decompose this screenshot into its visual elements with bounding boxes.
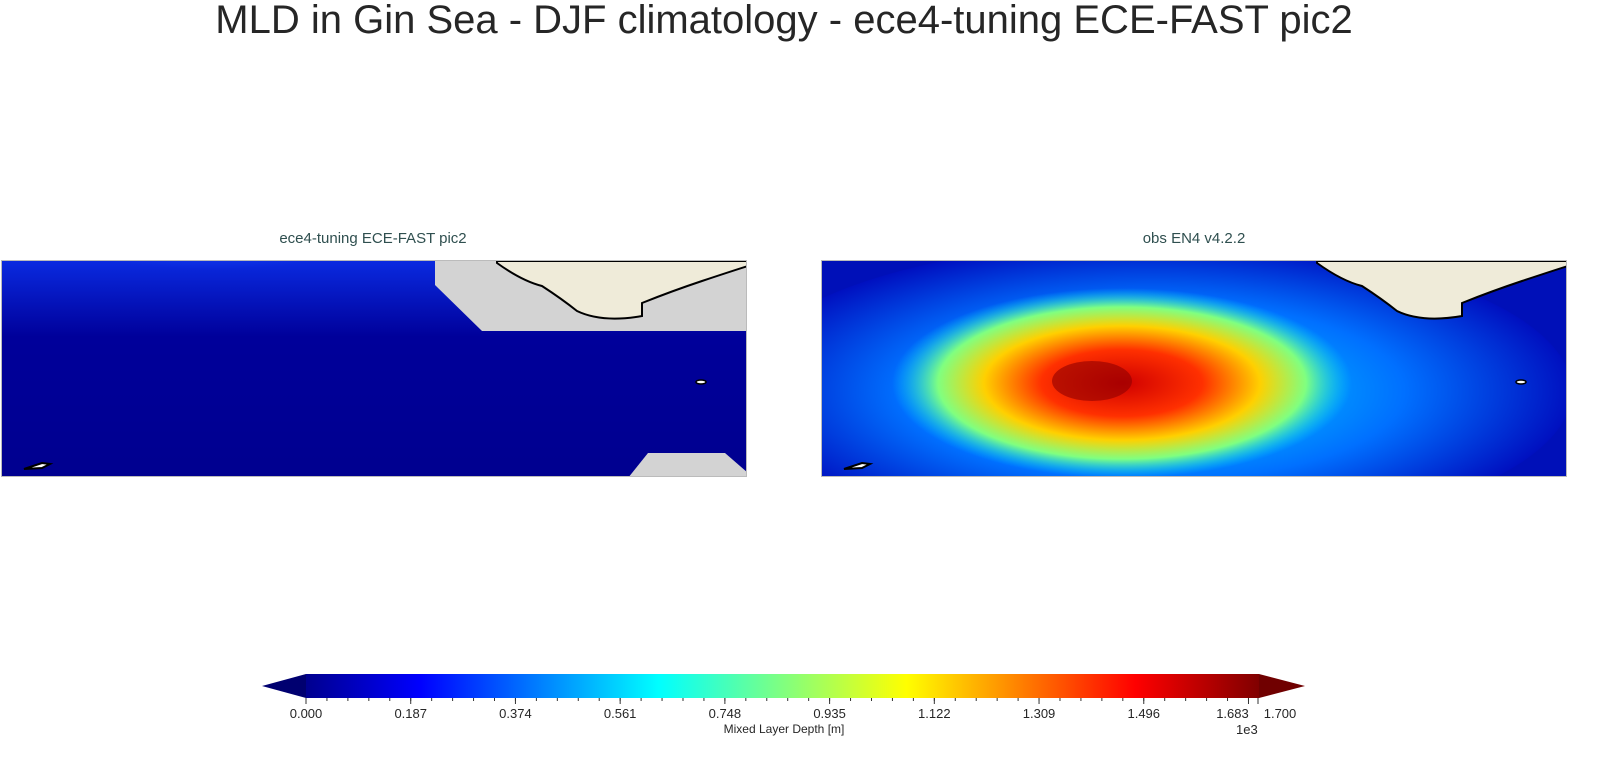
- data-mark-max: [1052, 361, 1132, 401]
- colorbar-tick-label: 0.561: [603, 706, 637, 721]
- figure-title: MLD in Gin Sea - DJF climatology - ece4-…: [215, 0, 1353, 42]
- colorbar-exponent: 1e3: [1236, 722, 1258, 737]
- colorbar-tick-label: 1.700: [1263, 706, 1297, 721]
- obs-field: [822, 261, 1566, 476]
- colorbar-extend-min: [262, 674, 306, 698]
- coastline-iceland: [843, 461, 874, 470]
- colorbar-tick-label: 1.122: [918, 706, 951, 721]
- colorbar-label: Mixed Layer Depth [m]: [723, 722, 845, 736]
- island-jan-mayen: [1515, 379, 1527, 385]
- colorbar-tick-label: 1.683: [1216, 706, 1249, 721]
- colorbar-tick-label: 1.496: [1127, 706, 1161, 721]
- colorbar-tick-label: 0.935: [813, 706, 846, 721]
- colorbar-tick-label: 0.187: [394, 706, 427, 721]
- obs-map: [821, 260, 1567, 477]
- colorbar: [262, 674, 1305, 704]
- island-jan-mayen: [695, 379, 707, 385]
- colorbar-tick-label: 1.309: [1022, 706, 1056, 721]
- coastline-iceland: [23, 461, 54, 470]
- colorbar-extend-max: [1259, 674, 1305, 698]
- model-map: [1, 260, 747, 477]
- panel-title-model: ece4-tuning ECE-FAST pic2: [279, 230, 467, 247]
- masked-region: [629, 453, 746, 476]
- model-field: [2, 261, 746, 476]
- coastline-svalbard: [496, 261, 746, 320]
- colorbar-tick-label: 0.374: [499, 706, 532, 721]
- data-mark: [52, 261, 372, 301]
- colorbar-tick-label: 0.748: [708, 706, 742, 721]
- colorbar-tick-label: 0.000: [289, 706, 323, 721]
- panel-title-obs: obs EN4 v4.2.2: [1142, 230, 1246, 247]
- coastline-svalbard: [1316, 261, 1566, 320]
